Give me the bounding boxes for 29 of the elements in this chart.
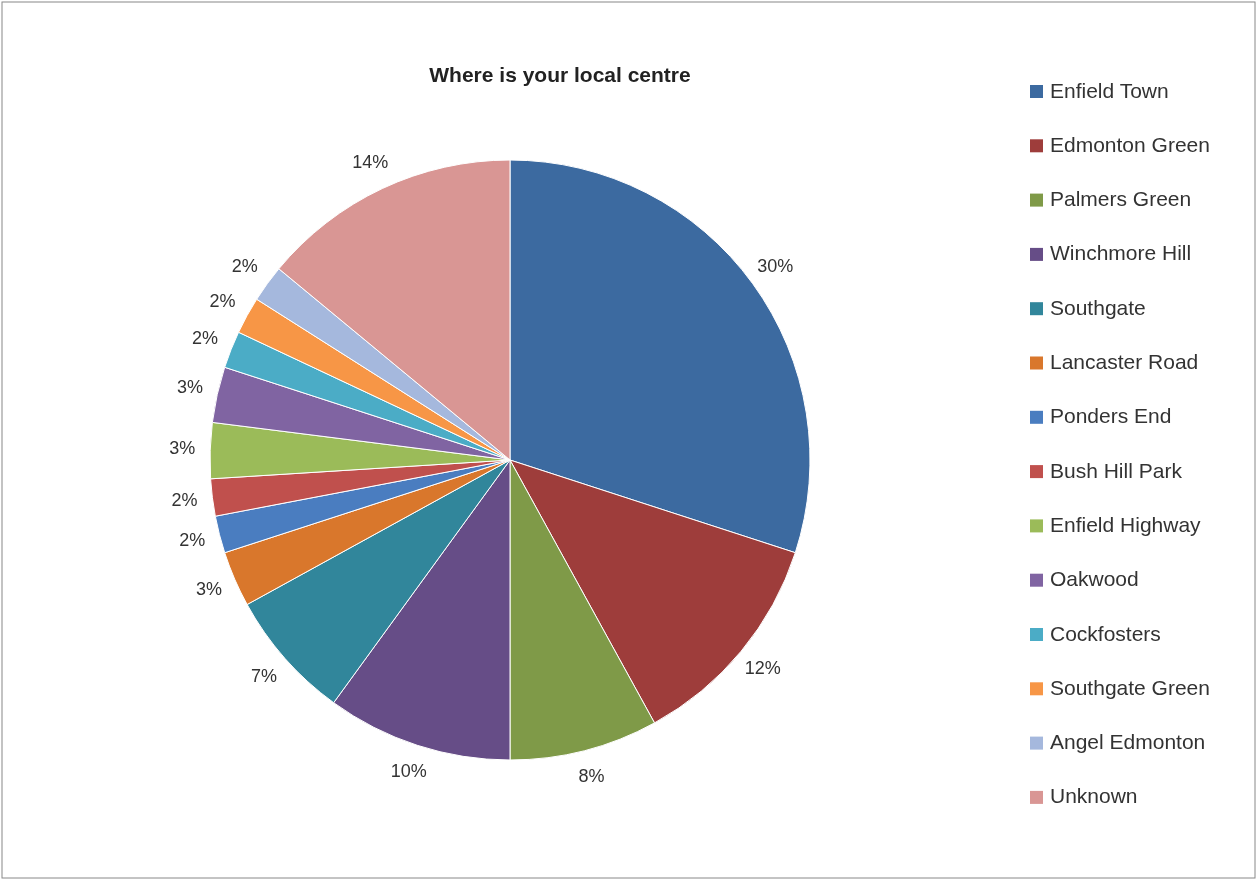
legend-label: Enfield Town	[1050, 78, 1169, 102]
legend-label: Cockfosters	[1050, 621, 1161, 645]
data-label: 3%	[169, 438, 196, 459]
legend-label: Ponders End	[1050, 404, 1172, 428]
legend-label: Winchmore Hill	[1050, 241, 1192, 265]
legend-label: Lancaster Road	[1050, 350, 1199, 374]
data-label: 14%	[352, 151, 389, 172]
data-label: 3%	[176, 377, 203, 398]
data-label: 2%	[209, 290, 236, 311]
chart-title: Where is your local centre	[429, 63, 691, 86]
data-label: 2%	[192, 328, 219, 349]
legend-label: Unknown	[1050, 784, 1138, 808]
data-label: 2%	[179, 530, 206, 551]
data-label: 8%	[578, 766, 605, 787]
data-label: 12%	[744, 657, 781, 678]
data-label: 2%	[231, 255, 258, 276]
legend-label: Enfield Highway	[1050, 512, 1202, 536]
legend-label: Palmers Green	[1050, 187, 1192, 211]
data-label: 2%	[171, 489, 198, 510]
legend-label: Angel Edmonton	[1050, 730, 1206, 754]
legend-label: Edmonton Green	[1050, 132, 1210, 156]
legend-label: Southgate Green	[1050, 675, 1210, 699]
legend-label: Southgate	[1050, 295, 1146, 319]
data-label: 30%	[757, 255, 794, 276]
data-label: 3%	[195, 579, 222, 600]
data-label: 7%	[250, 665, 277, 686]
legend-label: Bush Hill Park	[1050, 458, 1183, 482]
legend-label: Oakwood	[1050, 567, 1139, 591]
data-label: 10%	[390, 760, 427, 781]
